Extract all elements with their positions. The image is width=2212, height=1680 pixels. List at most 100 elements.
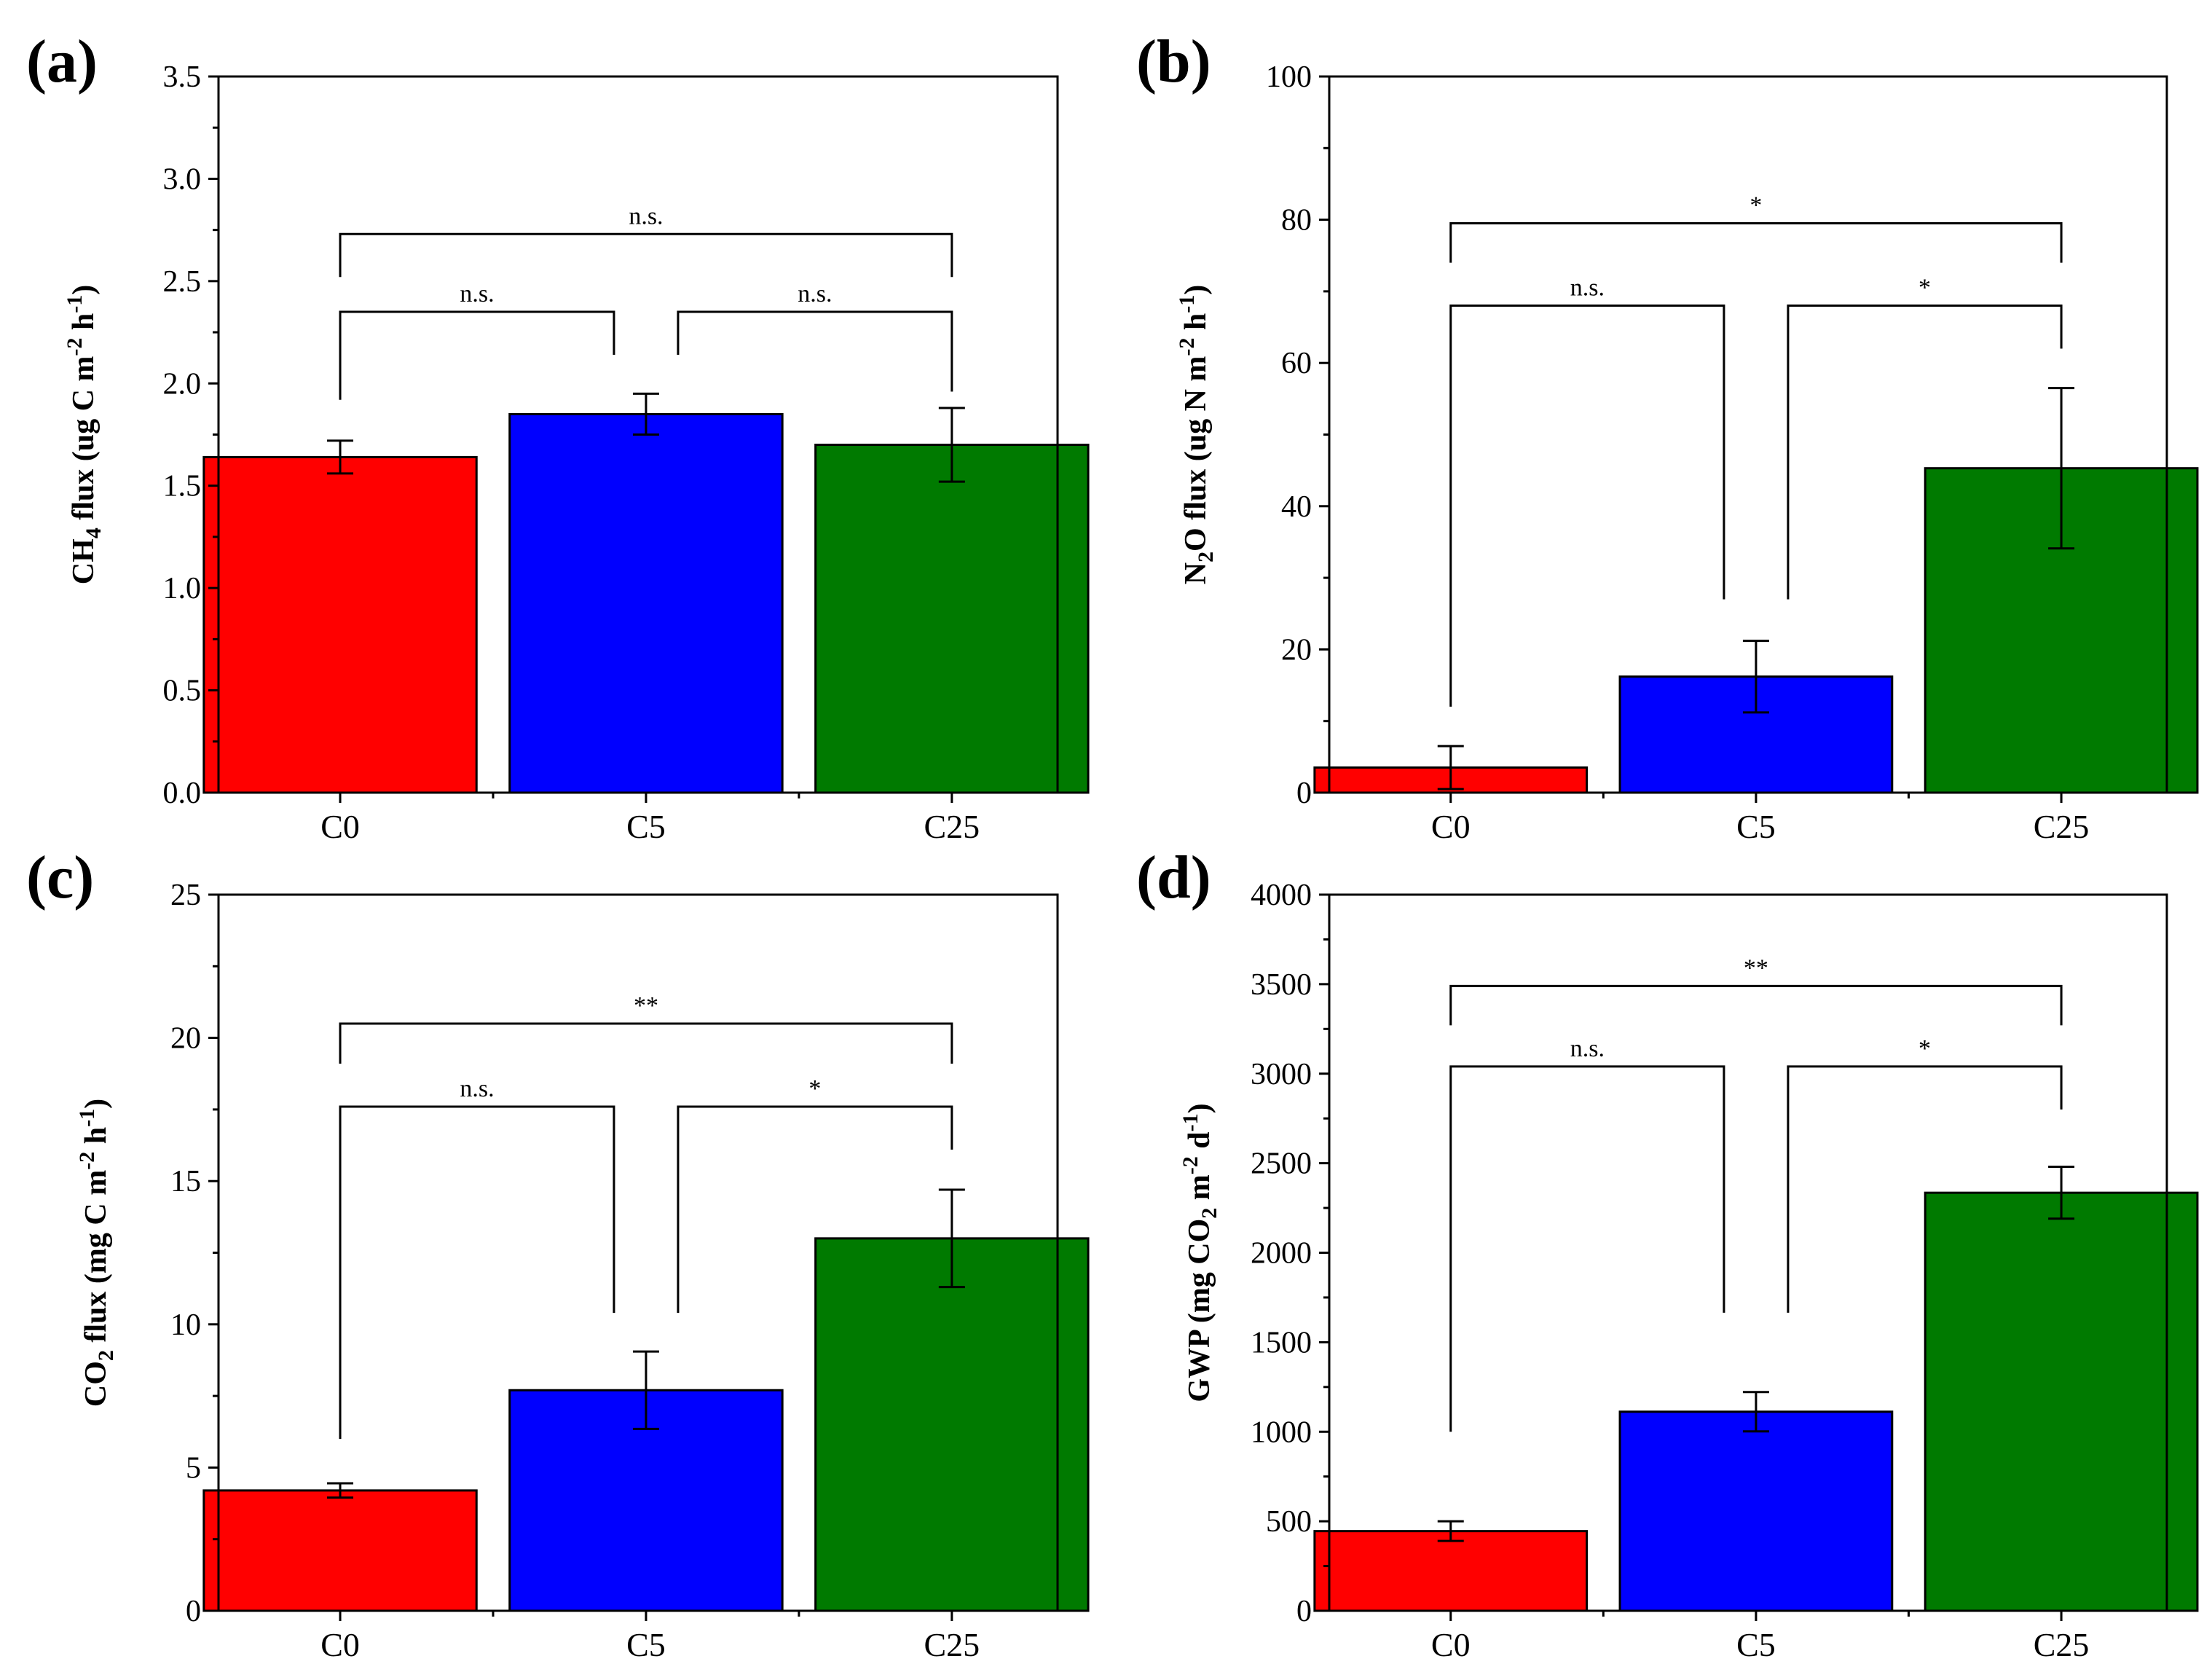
panel-label: (d) — [1136, 844, 1211, 911]
y-axis-title-part: flux (mg C m — [79, 1170, 113, 1350]
y-axis-title-part: flux (ug C m — [67, 356, 101, 528]
y-axis-title: CO2 flux (mg C m-2 h-1) — [75, 1099, 118, 1407]
x-tick-label-C25: C25 — [924, 808, 980, 845]
y-tick-label: 3000 — [1251, 1058, 1312, 1091]
y-tick-label: 4000 — [1251, 879, 1312, 912]
y-tick-label: 20 — [170, 1022, 201, 1056]
panel-label: (c) — [26, 844, 94, 911]
panel-label: (a) — [26, 28, 98, 95]
y-axis-title-part: ) — [79, 1099, 113, 1109]
y-tick-label: 0.0 — [163, 777, 202, 810]
panel-0: (a) 0.0 0.5 1.0 1.5 2.0 2.5 3.0 3.5 C0 C5 C25 CH4 fl… — [26, 28, 1090, 845]
y-axis-title-part: -2 — [75, 1152, 99, 1170]
significance-label: n.s. — [798, 280, 832, 307]
y-tick-label: 0.5 — [163, 675, 202, 708]
y-tick-label: 1500 — [1251, 1326, 1312, 1359]
y-axis-title-part: 4 — [82, 527, 106, 538]
significance-bracket — [1449, 984, 2063, 1026]
bar-C0 — [1313, 1530, 1589, 1612]
significance-bracket — [339, 232, 953, 278]
significance-bracket — [1787, 305, 2063, 600]
significance-label: ** — [1744, 954, 1768, 981]
x-tick-label-C0: C0 — [320, 808, 360, 845]
y-tick-label: 60 — [1281, 347, 1312, 380]
x-tick-label-C25: C25 — [924, 1626, 980, 1663]
significance-bracket — [339, 310, 615, 400]
panel-2: (c) 0 5 10 15 20 25 C0 C5 C25 CO2 flux (mg C m-2 h… — [26, 844, 1090, 1663]
y-tick-label: 100 — [1266, 60, 1312, 94]
bar-C0 — [202, 455, 478, 794]
significance-label: n.s. — [629, 203, 663, 229]
y-tick-label: 3500 — [1251, 968, 1312, 1002]
y-tick-label: 500 — [1266, 1505, 1312, 1539]
significance-bracket — [677, 310, 953, 392]
significance-label: ** — [634, 992, 658, 1019]
y-tick-label: 2500 — [1251, 1147, 1312, 1181]
significance-bracket — [1449, 1065, 1725, 1432]
y-axis-title-part: O flux (ug N m — [1179, 356, 1213, 552]
significance-bracket — [339, 1022, 953, 1064]
y-axis-title-part: h — [1179, 313, 1213, 338]
y-tick-label: 3.0 — [163, 162, 202, 196]
y-axis-title-part: 2 — [1197, 1208, 1221, 1219]
bar-C25 — [814, 1237, 1090, 1612]
y-axis-title: CH4 flux (ug C m-2 h-1) — [63, 285, 106, 585]
x-tick-label-C5: C5 — [626, 808, 666, 845]
y-tick-label: 1.0 — [163, 572, 202, 605]
y-tick-label: 2.5 — [163, 265, 202, 299]
significance-label: * — [1918, 1035, 1931, 1062]
y-axis-title-part: -2 — [1175, 338, 1199, 356]
y-axis-title-part: ) — [1183, 1103, 1216, 1113]
y-axis-title-part: m — [1183, 1174, 1216, 1208]
y-axis-title-part: -1 — [75, 1109, 99, 1127]
y-tick-label: 80 — [1281, 204, 1312, 238]
y-tick-label: 0 — [1296, 1595, 1312, 1628]
significance-label: n.s. — [1570, 275, 1605, 302]
significance-bracket — [677, 1105, 953, 1314]
y-axis-title-part: h — [67, 313, 101, 338]
y-axis-title-part: d — [1183, 1131, 1216, 1156]
y-axis-title-part: h — [79, 1127, 113, 1152]
significance-bracket — [339, 1105, 615, 1440]
y-tick-label: 1.5 — [163, 470, 202, 503]
y-axis-title-part: CO — [79, 1361, 113, 1407]
significance-bracket — [1787, 1065, 2063, 1313]
y-axis-title-part: 2 — [94, 1350, 118, 1361]
significance-label: n.s. — [460, 1075, 494, 1102]
y-tick-label: 0 — [186, 1595, 201, 1628]
bar-C5 — [1618, 1410, 1894, 1612]
x-tick-label-C5: C5 — [1736, 1626, 1776, 1663]
y-axis-title: GWP (mg CO2 m-2 d-1) — [1178, 1103, 1221, 1402]
x-tick-label-C5: C5 — [1736, 808, 1776, 845]
y-axis-title-part: CH — [67, 538, 101, 584]
y-axis-title-part: 2 — [1194, 552, 1218, 562]
significance-label: * — [808, 1075, 821, 1102]
x-tick-label-C25: C25 — [2034, 808, 2090, 845]
y-axis-title-part: -1 — [1175, 295, 1199, 313]
y-tick-label: 2.0 — [163, 367, 202, 401]
significance-label: n.s. — [1570, 1035, 1605, 1062]
x-tick-label-C25: C25 — [2034, 1626, 2090, 1663]
y-axis-title-part: GWP (mg CO — [1183, 1219, 1216, 1402]
y-axis-title-part: ) — [67, 285, 101, 295]
y-axis-title-part: -1 — [1178, 1113, 1203, 1131]
y-tick-label: 5 — [186, 1451, 201, 1485]
y-tick-label: 0 — [1296, 777, 1312, 810]
y-axis-title-part: ) — [1179, 285, 1213, 295]
y-axis-title-part: -2 — [1178, 1156, 1203, 1174]
y-axis-title: N2O flux (ug N m-2 h-1) — [1175, 285, 1218, 585]
panel-3: (d) 0 500 1000 1500 2000 2500 3000 3500 4000 C0 C5 C… — [1136, 844, 2199, 1663]
y-tick-label: 1000 — [1251, 1416, 1312, 1449]
significance-label: * — [1749, 192, 1762, 219]
panel-label: (b) — [1136, 28, 1211, 95]
significance-bracket — [1449, 222, 2063, 263]
y-tick-label: 15 — [170, 1165, 201, 1198]
y-tick-label: 3.5 — [163, 60, 202, 94]
bar-C25 — [1924, 1191, 2199, 1612]
bar-C25 — [814, 444, 1090, 794]
x-tick-label-C0: C0 — [1431, 1626, 1471, 1663]
y-axis-title-part: -1 — [63, 295, 87, 313]
bar-C5 — [508, 412, 784, 794]
y-tick-label: 25 — [170, 879, 201, 912]
